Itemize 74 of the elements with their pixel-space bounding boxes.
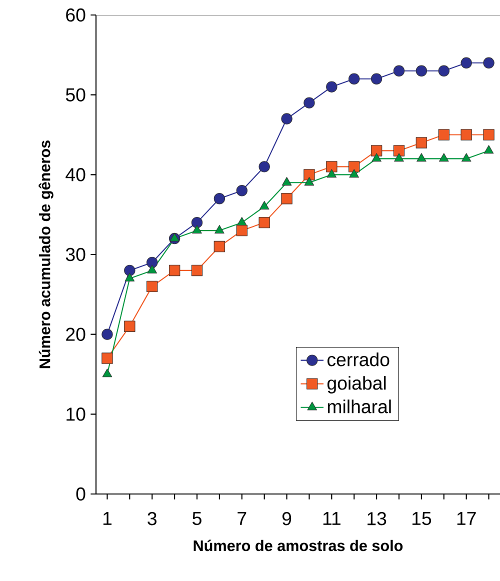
point [460,57,472,69]
point [236,224,248,236]
x-tick-label: 11 [323,512,340,525]
point [348,161,360,172]
y-tick-label: 50 [66,88,86,102]
y-tick-label: 30 [66,248,86,262]
point [282,177,292,186]
point [393,65,405,76]
x-tick-label: 1 [103,512,112,525]
y-tick-label: 20 [66,328,86,341]
x-tick-label: 3 [148,512,156,526]
point [259,200,270,210]
point [191,264,203,276]
point [102,328,113,340]
x-axis-title: Número de amostras de solo [194,540,403,552]
point [124,320,136,332]
point [438,129,450,140]
point [326,169,337,178]
x-tick-label: 15 [412,512,432,526]
point [281,113,292,124]
point [214,193,226,204]
point [214,224,224,234]
point [304,169,315,180]
point [484,145,494,154]
point [348,73,360,84]
point [483,57,494,69]
point [372,153,382,162]
point [281,193,292,204]
point [102,352,113,364]
point [191,216,203,228]
legend-label: milharal [328,400,391,414]
point [124,264,136,276]
point [370,145,382,156]
point [147,264,157,274]
point [146,256,158,268]
point [146,280,158,292]
point [394,153,404,162]
y-tick-label: 10 [66,408,86,421]
x-tick-label: 9 [282,512,292,526]
point [393,145,405,156]
x-tick-label: 13 [368,512,386,526]
point [168,264,180,276]
point [236,185,248,196]
point [326,161,338,172]
point [258,161,270,172]
point [258,216,270,228]
point [349,169,359,178]
legend-label: goiabal [327,376,386,394]
point [170,232,180,242]
y-tick-label: 60 [66,8,86,22]
x-tick-label: 17 [457,512,476,525]
point [438,65,450,76]
point [461,153,472,162]
point [416,137,428,148]
y-tick-label: 40 [66,168,86,182]
point [460,129,472,140]
point [439,153,449,162]
point [416,153,426,162]
point [416,65,428,76]
point [192,224,202,234]
point [102,368,112,378]
point [304,177,314,186]
point [214,240,226,252]
point [304,97,315,108]
point [237,216,247,226]
x-tick-label: 7 [238,512,246,525]
x-tick-label: 5 [192,512,202,526]
y-tick-label: 0 [76,487,86,501]
point [370,73,382,84]
point [483,129,494,140]
legend-label: cerrado [328,352,390,366]
point [124,272,135,282]
point [326,81,338,92]
y-axis-title: Número acumulado de gêneros [38,140,54,368]
